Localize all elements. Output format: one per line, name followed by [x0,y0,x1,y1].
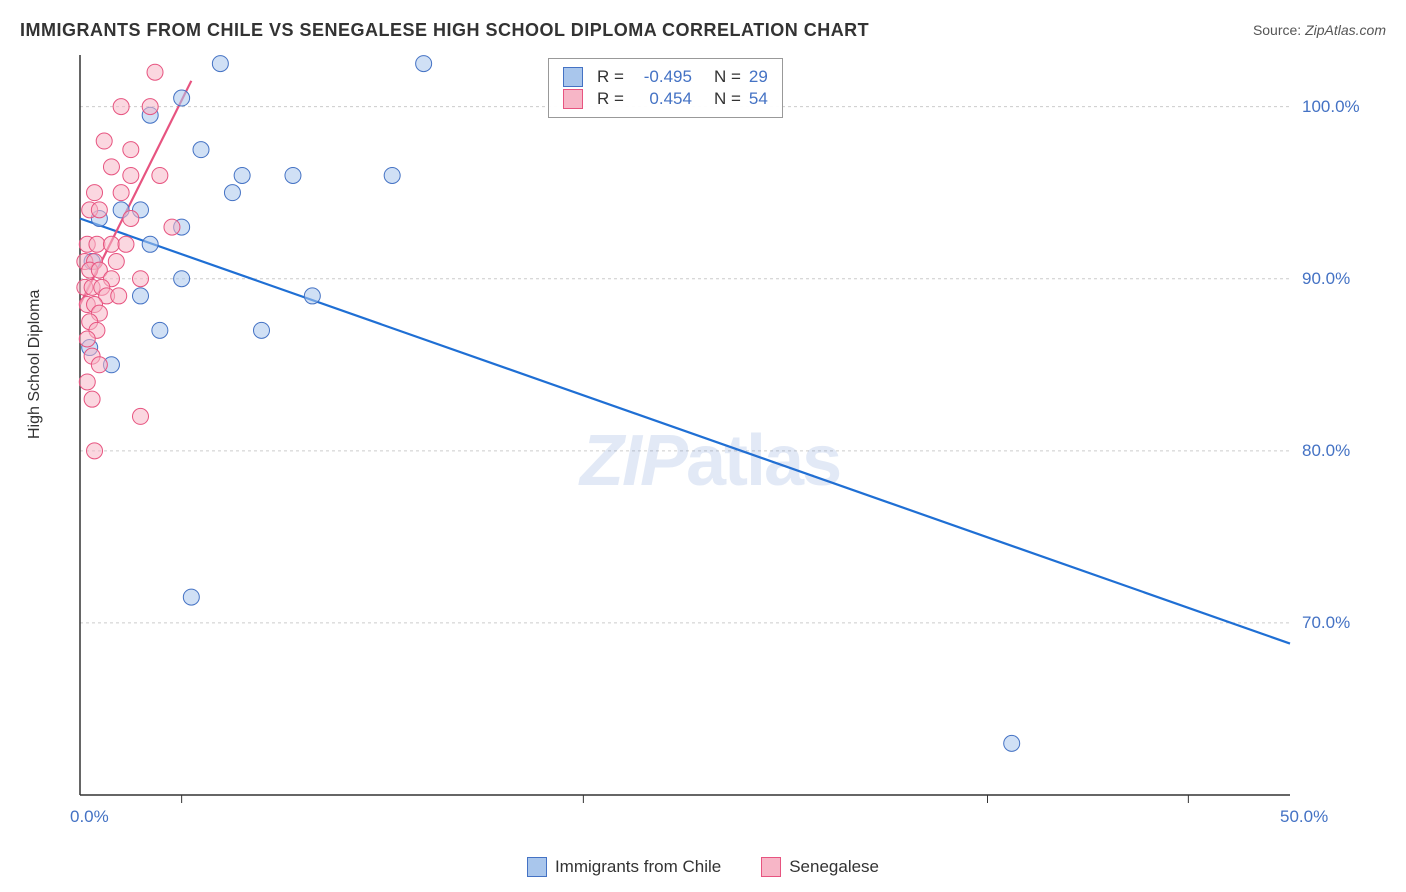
y-tick-label: 100.0% [1302,97,1360,117]
legend-N-value: 54 [749,89,768,109]
legend-R-label: R = [597,89,624,109]
scatter-point-senegalese [123,210,139,226]
scatter-point-chile [285,167,301,183]
source-label: Source: [1253,22,1301,38]
scatter-point-senegalese [133,408,149,424]
scatter-point-senegalese [147,64,163,80]
scatter-point-senegalese [89,236,105,252]
y-tick-label: 70.0% [1302,613,1350,633]
scatter-point-senegalese [123,142,139,158]
legend-R-label: R = [597,67,624,87]
scatter-point-senegalese [87,185,103,201]
scatter-point-senegalese [103,236,119,252]
legend-N-label: N = [714,89,741,109]
y-tick-label: 90.0% [1302,269,1350,289]
scatter-point-chile [416,56,432,72]
scatter-point-chile [234,167,250,183]
scatter-point-senegalese [84,391,100,407]
legend-stats-row-chile: R = -0.495 N = 29 [563,67,768,87]
scatter-point-senegalese [87,443,103,459]
plot-area [70,55,1370,815]
chart-container: IMMIGRANTS FROM CHILE VS SENEGALESE HIGH… [0,0,1406,892]
scatter-plot-svg [70,55,1370,815]
scatter-point-chile [183,589,199,605]
scatter-point-senegalese [111,288,127,304]
scatter-point-senegalese [142,99,158,115]
stats-legend: R = -0.495 N = 29 R = 0.454 N = 54 [548,58,783,118]
scatter-point-senegalese [108,254,124,270]
scatter-point-senegalese [79,331,95,347]
legend-R-value: 0.454 [632,89,692,109]
chart-title: IMMIGRANTS FROM CHILE VS SENEGALESE HIGH… [20,20,869,41]
scatter-point-senegalese [103,159,119,175]
scatter-point-senegalese [164,219,180,235]
scatter-point-senegalese [133,271,149,287]
legend-N-label: N = [714,67,741,87]
scatter-point-chile [1004,735,1020,751]
scatter-point-chile [142,236,158,252]
y-axis-label: High School Diploma [26,290,44,439]
scatter-point-senegalese [79,374,95,390]
series-legend-item: Immigrants from Chile [527,857,721,877]
scatter-point-chile [193,142,209,158]
scatter-point-senegalese [152,167,168,183]
scatter-point-senegalese [96,133,112,149]
scatter-point-chile [304,288,320,304]
scatter-point-chile [254,322,270,338]
scatter-point-chile [212,56,228,72]
legend-swatch-senegalese [563,89,583,109]
scatter-point-chile [133,288,149,304]
series-legend-label: Immigrants from Chile [555,857,721,877]
scatter-point-chile [384,167,400,183]
legend-R-value: -0.495 [632,67,692,87]
y-tick-label: 80.0% [1302,441,1350,461]
series-legend-swatch [527,857,547,877]
scatter-point-senegalese [113,185,129,201]
x-tick-label: 0.0% [70,807,109,827]
scatter-point-chile [224,185,240,201]
scatter-point-chile [174,90,190,106]
scatter-point-chile [174,271,190,287]
scatter-point-senegalese [91,357,107,373]
series-legend: Immigrants from Chile Senegalese [0,857,1406,877]
series-legend-swatch [761,857,781,877]
series-legend-item: Senegalese [761,857,879,877]
scatter-point-senegalese [113,99,129,115]
scatter-point-senegalese [123,167,139,183]
series-legend-label: Senegalese [789,857,879,877]
scatter-point-chile [152,322,168,338]
source-attribution: Source: ZipAtlas.com [1253,22,1386,38]
scatter-point-senegalese [118,236,134,252]
source-value: ZipAtlas.com [1305,22,1386,38]
x-tick-label: 50.0% [1280,807,1328,827]
legend-stats-row-senegalese: R = 0.454 N = 54 [563,89,768,109]
legend-swatch-chile [563,67,583,87]
scatter-point-senegalese [91,202,107,218]
legend-N-value: 29 [749,67,768,87]
